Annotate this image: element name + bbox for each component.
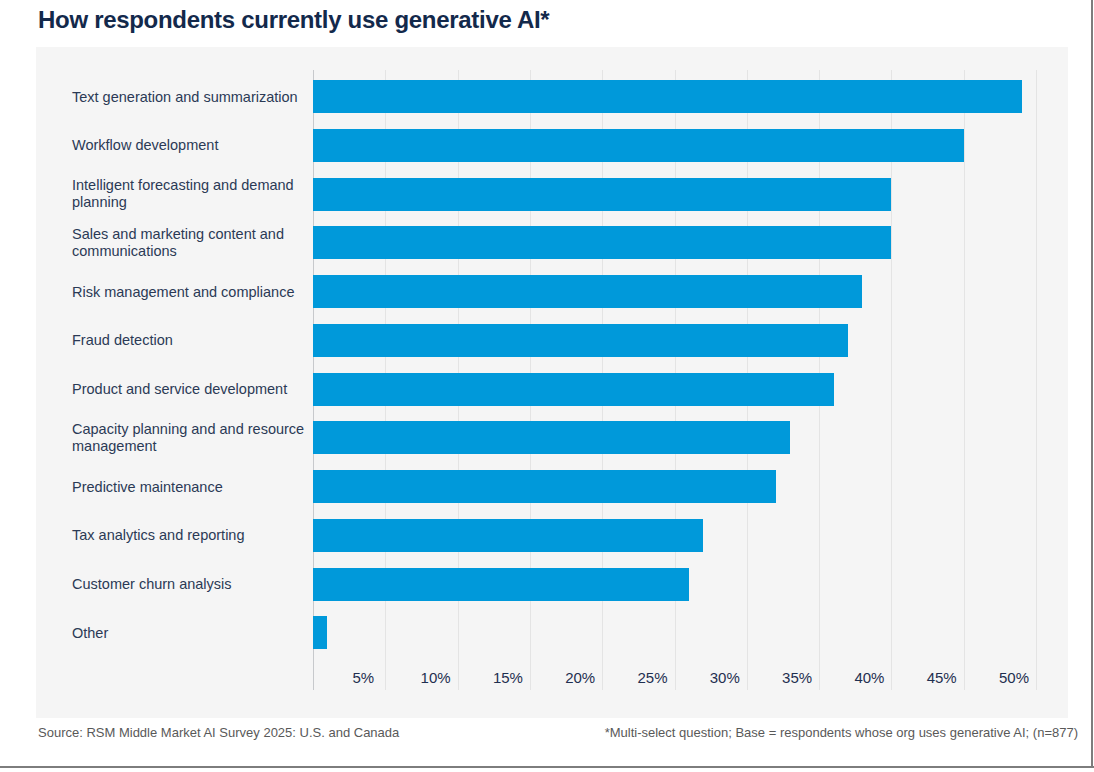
bar [313, 470, 776, 503]
category-label: Customer churn analysis [72, 576, 310, 593]
x-tick-label: 45% [927, 669, 957, 686]
x-tick-label: 25% [637, 669, 667, 686]
report-page: How respondents currently use generative… [0, 0, 1094, 772]
source-note: Source: RSM Middle Market AI Survey 2025… [38, 725, 399, 740]
chart-title: How respondents currently use generative… [38, 6, 549, 34]
bar [313, 568, 689, 601]
bar [313, 421, 790, 454]
x-tick-label: 10% [421, 669, 451, 686]
category-label: Fraud detection [72, 332, 310, 349]
x-tick-label: 20% [565, 669, 595, 686]
bar [313, 80, 1022, 113]
category-label: Product and service development [72, 381, 310, 398]
x-tick-label: 5% [352, 669, 374, 686]
page-bottom-border [0, 766, 1094, 768]
x-gridline [891, 70, 892, 690]
category-label: Tax analytics and reporting [72, 527, 310, 544]
category-label: Text generation and summarization [72, 88, 310, 105]
chart-panel: 5% 10% 15% 20% 25% 30% 35% 40% 45% 50% Text genera… [36, 47, 1068, 718]
x-tick-label: 15% [493, 669, 523, 686]
page-right-border [1091, 0, 1093, 768]
category-label: Intelligent forecasting and demand plann… [72, 177, 310, 211]
bar [313, 324, 848, 357]
bar [313, 178, 891, 211]
methodology-note: *Multi-select question; Base = responden… [605, 725, 1078, 740]
category-label: Workflow development [72, 137, 310, 154]
x-gridline [964, 70, 965, 690]
bar [313, 373, 834, 406]
bar [313, 519, 703, 552]
category-label: Risk management and compliance [72, 283, 310, 300]
category-label: Capacity planning and and resource manag… [72, 421, 310, 455]
x-tick-label: 50% [999, 669, 1029, 686]
x-tick-label: 30% [710, 669, 740, 686]
x-tick-label: 35% [782, 669, 812, 686]
x-tick-label: 40% [854, 669, 884, 686]
x-gridline [1036, 70, 1037, 690]
category-label: Sales and marketing content and communic… [72, 226, 310, 260]
bar [313, 616, 327, 649]
category-label: Predictive maintenance [72, 478, 310, 495]
bar [313, 275, 862, 308]
bar [313, 226, 891, 259]
bar [313, 129, 964, 162]
category-label: Other [72, 624, 310, 641]
